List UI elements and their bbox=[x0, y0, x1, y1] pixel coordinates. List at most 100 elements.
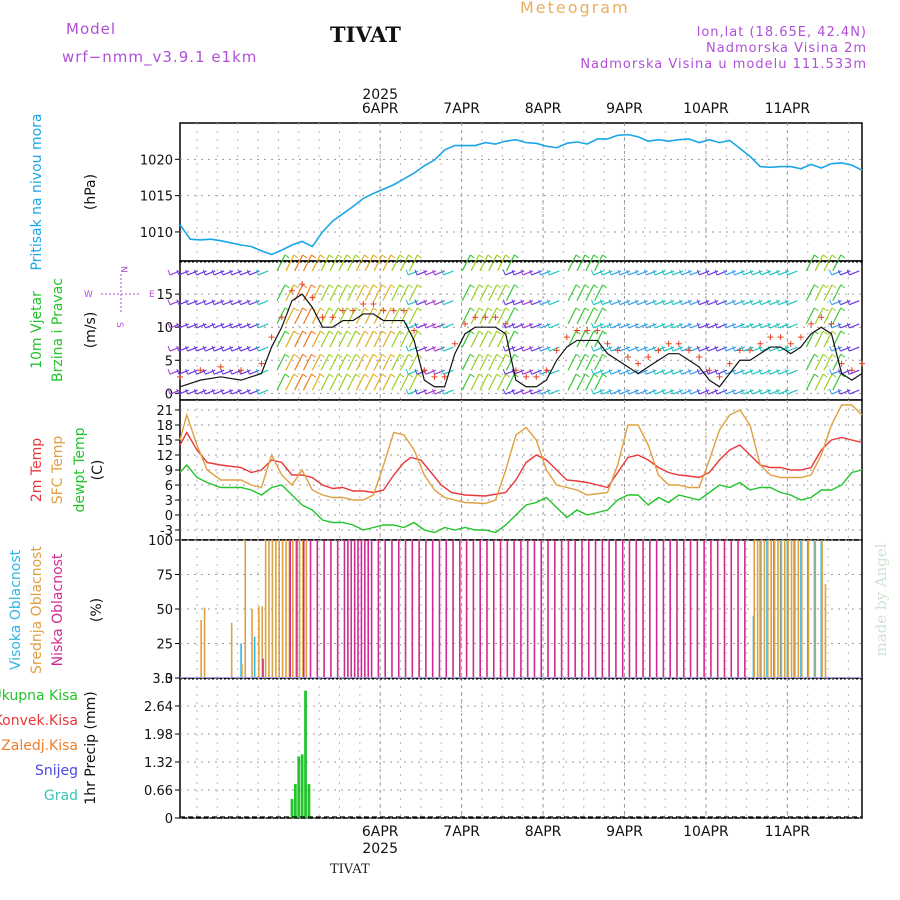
wind-barb bbox=[585, 284, 595, 301]
wind-barb bbox=[382, 254, 392, 272]
wind-barb-tick bbox=[652, 269, 656, 276]
wind-barb-tick bbox=[478, 353, 484, 358]
wind-barb-tick bbox=[617, 269, 621, 276]
wind-barb-tick bbox=[372, 254, 378, 259]
wind-barb-tick bbox=[776, 322, 780, 329]
wind-barb bbox=[461, 353, 471, 371]
wind-barb bbox=[213, 270, 225, 276]
bottom-day-label: 9APR bbox=[606, 824, 643, 840]
wind-barb-tick bbox=[822, 284, 828, 289]
wind-gust-mark bbox=[339, 307, 346, 314]
wind-barb-tick bbox=[696, 322, 700, 329]
wind-barb bbox=[347, 284, 357, 301]
wind-gust-mark bbox=[808, 320, 815, 327]
wind-barb-tick bbox=[643, 345, 647, 352]
wind-barb bbox=[416, 389, 428, 395]
wind-barb-tick bbox=[423, 345, 427, 352]
precip-bars bbox=[180, 678, 862, 818]
wind-barb bbox=[276, 254, 286, 272]
wind-gust-mark bbox=[543, 367, 550, 374]
wind-barb bbox=[382, 373, 392, 391]
wind-barb-tick bbox=[502, 345, 506, 352]
wind-barb-tick bbox=[575, 373, 581, 378]
wind-barb bbox=[832, 284, 842, 301]
pressure-ytick-label: 1010 bbox=[140, 226, 173, 241]
wind-barb bbox=[169, 389, 181, 395]
wind-barb-tick bbox=[643, 369, 647, 375]
wind-barb bbox=[178, 300, 190, 306]
wind-barb-tick bbox=[372, 373, 378, 378]
wind-barb-tick bbox=[238, 388, 242, 395]
wind-barb-tick bbox=[505, 353, 510, 358]
wind-barb-tick bbox=[211, 269, 215, 276]
wind-barb-tick bbox=[355, 373, 360, 378]
wind-barb bbox=[707, 270, 719, 276]
wind-barb bbox=[213, 323, 225, 329]
wind-barb-tick bbox=[284, 284, 290, 289]
wind-barb bbox=[725, 270, 737, 276]
wind-gust-mark bbox=[624, 353, 631, 360]
wind-barb-tick bbox=[626, 299, 630, 305]
wind-barb-tick bbox=[167, 388, 171, 395]
wind-barb-tick bbox=[346, 373, 352, 378]
wind-barb-tick bbox=[423, 299, 427, 305]
wind-barb-tick bbox=[194, 345, 197, 352]
wind-barb bbox=[522, 270, 534, 276]
wind-barb-tick bbox=[284, 330, 290, 335]
wind-barb-tick bbox=[478, 284, 484, 289]
wind-barb-tick bbox=[505, 284, 510, 289]
wind-barb-tick bbox=[635, 388, 639, 395]
wind-barb-tick bbox=[643, 322, 647, 329]
wind-barb-tick bbox=[829, 345, 833, 352]
top-day-label: 8APR bbox=[525, 101, 562, 117]
wind-gust-mark bbox=[685, 347, 692, 354]
wind-barb bbox=[699, 369, 710, 375]
wind-barb-tick bbox=[176, 269, 180, 276]
wind-barb bbox=[400, 307, 410, 325]
wind-barb bbox=[231, 369, 242, 375]
wind-gust-mark bbox=[645, 353, 652, 360]
wind-barb-tick bbox=[767, 388, 771, 395]
wind-barb-tick bbox=[328, 254, 334, 259]
wind-barb bbox=[699, 270, 710, 276]
wind-barb-tick bbox=[176, 369, 180, 375]
wind-barb-tick bbox=[831, 353, 837, 358]
wind-barb-tick bbox=[705, 299, 709, 305]
wind-barb bbox=[461, 254, 471, 272]
wind-ytick-label: 10 bbox=[156, 321, 173, 336]
wind-barb-tick bbox=[417, 330, 422, 335]
wind-barb-tick bbox=[176, 388, 180, 395]
wind-barb bbox=[213, 389, 225, 395]
temp-line-1 bbox=[179, 404, 863, 505]
wind-barb bbox=[443, 346, 454, 352]
wind-barb-tick bbox=[705, 322, 709, 329]
wind-barb-tick bbox=[496, 254, 502, 259]
wind-barb bbox=[805, 284, 815, 301]
wind-barb bbox=[769, 270, 781, 276]
wind-barb-tick bbox=[546, 269, 550, 276]
wind-barb bbox=[311, 284, 321, 301]
wind-barb-tick bbox=[255, 345, 259, 352]
wind-barb-tick bbox=[246, 345, 250, 352]
wind-barb bbox=[531, 346, 542, 352]
wind-barb-tick bbox=[814, 254, 819, 259]
wind-barb bbox=[240, 346, 251, 352]
wind-gust-mark bbox=[380, 307, 387, 314]
wind-gust-mark bbox=[523, 373, 530, 380]
wind-barb-tick bbox=[399, 353, 405, 358]
wind-barb bbox=[814, 373, 824, 391]
wind-gust-mark bbox=[726, 360, 733, 367]
wind-barb-tick bbox=[520, 269, 524, 276]
precip-ytick-label: 0.66 bbox=[144, 784, 173, 799]
wind-barb bbox=[169, 323, 181, 329]
wind-barb bbox=[690, 346, 701, 352]
wind-barb bbox=[187, 346, 198, 352]
pressure-ytick-label: 1015 bbox=[140, 190, 173, 205]
wind-barb bbox=[594, 284, 604, 301]
wind-gust-mark bbox=[360, 301, 367, 308]
wind-barb bbox=[831, 270, 842, 276]
wind-barb bbox=[699, 300, 710, 306]
wind-barb bbox=[364, 307, 374, 325]
wind-barb-tick bbox=[529, 369, 533, 375]
wind-barb bbox=[716, 300, 728, 306]
